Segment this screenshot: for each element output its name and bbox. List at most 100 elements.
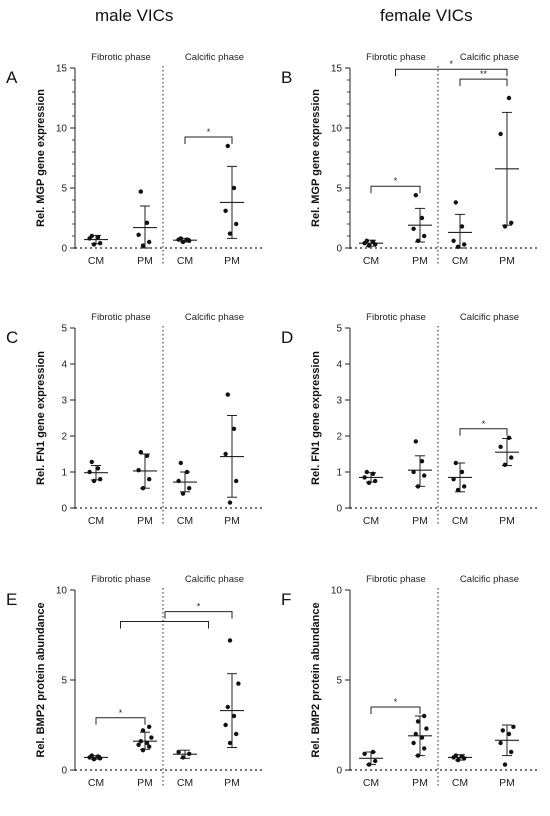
y-tick-label: 10 <box>56 586 68 597</box>
data-point <box>455 244 461 249</box>
data-point <box>362 751 367 756</box>
data-point <box>144 220 150 225</box>
data-point <box>453 460 458 466</box>
data-point <box>453 753 458 758</box>
y-tick-label: 2 <box>61 432 67 443</box>
data-point <box>147 477 152 482</box>
data-point <box>227 231 233 236</box>
data-point <box>506 95 512 101</box>
data-point <box>419 735 425 740</box>
significance-bracket <box>370 706 421 714</box>
y-tick-label: 0 <box>336 244 342 255</box>
data-point <box>140 748 146 753</box>
data-point <box>180 239 186 245</box>
panel-a: A 0 5 10 15 Rel. MGP gene expression Fibrotic… <box>0 30 275 290</box>
data-point <box>413 193 418 198</box>
y-tick-label: 0 <box>61 244 67 255</box>
data-point <box>415 238 421 243</box>
data-point <box>373 478 378 484</box>
data-point <box>91 478 97 484</box>
significance-bracket <box>120 621 209 629</box>
data-point <box>364 469 369 475</box>
y-tick-label: 10 <box>331 586 343 597</box>
data-point <box>498 444 503 449</box>
x-tick-label: PM <box>224 255 240 267</box>
y-tick-label: 5 <box>336 676 342 687</box>
y-axis-label: Rel. MGP gene expression <box>310 89 322 227</box>
significance-label: * <box>197 602 201 612</box>
data-point <box>231 185 237 191</box>
phase-label-calcific: Calcific phase <box>185 312 244 323</box>
phase-label-fibrotic: Fibrotic phase <box>366 52 426 63</box>
y-tick-label: 5 <box>336 184 342 195</box>
data-point <box>178 236 183 241</box>
significance-label: * <box>207 127 211 137</box>
data-point <box>373 758 378 764</box>
significance-label: ** <box>480 69 488 79</box>
x-tick-label: PM <box>137 777 153 789</box>
data-point <box>462 484 467 489</box>
significance-label: * <box>449 59 453 69</box>
data-point <box>502 462 508 467</box>
x-tick-label: CM <box>452 255 468 267</box>
data-point <box>509 455 514 460</box>
phase-label-calcific: Calcific phase <box>460 52 519 63</box>
data-point <box>89 753 95 758</box>
data-point <box>366 762 372 767</box>
data-point <box>176 478 181 484</box>
y-tick-label: 4 <box>336 360 342 371</box>
data-point <box>511 724 516 729</box>
y-tick-label: 15 <box>331 64 343 75</box>
y-tick-label: 1 <box>336 468 342 479</box>
panel-d-chart: 0 1 2 3 4 5 Rel. FN1 gene expression Fibrotic p… <box>310 312 537 527</box>
y-tick-label: 5 <box>61 184 67 195</box>
data-point <box>234 731 239 737</box>
data-point <box>451 238 456 243</box>
significance-label: * <box>394 697 398 707</box>
data-point <box>147 239 152 245</box>
data-point <box>411 226 416 231</box>
data-point <box>422 473 427 478</box>
phase-label-fibrotic: Fibrotic phase <box>366 574 426 585</box>
data-point <box>455 757 461 763</box>
y-tick-label: 10 <box>331 124 343 135</box>
x-tick-label: PM <box>137 255 153 267</box>
data-point <box>91 242 97 247</box>
data-point <box>455 487 461 493</box>
data-point <box>500 728 505 733</box>
data-point <box>231 426 237 431</box>
data-point <box>370 749 376 755</box>
y-tick-label: 0 <box>336 766 342 777</box>
data-point <box>180 755 186 760</box>
data-point <box>178 460 183 466</box>
y-axis-label: Rel. FN1 gene expression <box>310 351 322 485</box>
data-point <box>136 232 141 237</box>
x-tick-label: PM <box>499 777 515 789</box>
phase-label-fibrotic: Fibrotic phase <box>91 312 151 323</box>
data-point <box>225 704 230 710</box>
significance-bracket <box>164 611 233 619</box>
significance-label: * <box>119 708 123 718</box>
data-point <box>370 239 376 245</box>
data-point <box>419 215 425 221</box>
x-tick-label: CM <box>452 777 468 789</box>
data-point <box>234 478 239 484</box>
data-point <box>136 742 141 747</box>
y-tick-label: 0 <box>61 766 67 777</box>
data-point <box>366 480 372 485</box>
x-tick-label: PM <box>499 515 515 527</box>
panel-f: F 0 5 10 Rel. BMP2 protein abundance Fibroti… <box>275 552 550 812</box>
panel-e-chart: 0 5 10 Rel. BMP2 protein abundance Fibrotic … <box>35 574 262 789</box>
phase-label-fibrotic: Fibrotic phase <box>91 574 151 585</box>
y-axis-label: Rel. BMP2 protein abundance <box>310 602 322 757</box>
x-tick-label: CM <box>363 777 379 789</box>
data-point <box>231 713 237 719</box>
y-axis-label: Rel. BMP2 protein abundance <box>35 602 47 757</box>
significance-label: * <box>394 176 398 186</box>
data-point <box>144 740 150 746</box>
data-point <box>459 754 465 759</box>
data-point <box>424 726 429 731</box>
male-column-title: male VICs <box>95 6 174 25</box>
data-point <box>506 731 512 737</box>
y-tick-label: 5 <box>336 324 342 335</box>
